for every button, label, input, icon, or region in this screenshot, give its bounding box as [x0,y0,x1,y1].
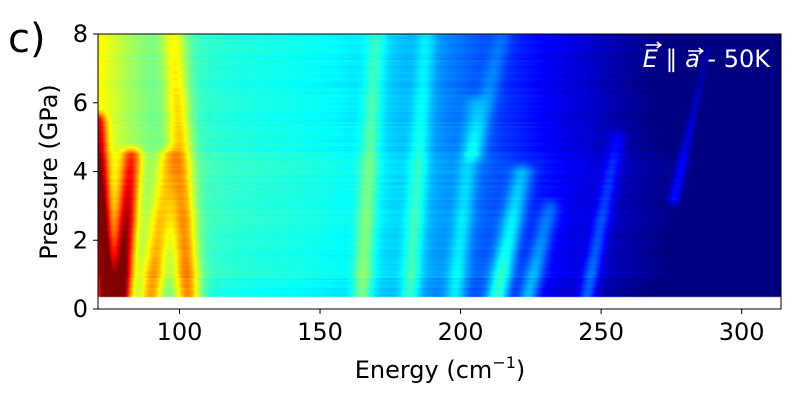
annotation-e-vector: E [643,45,659,73]
y-tick-label: 6 [73,89,88,117]
heatmap-image [98,34,781,309]
x-axis-label-superscript: −1 [492,353,516,372]
y-axis: 0 2 4 6 8 [73,20,98,323]
y-axis-label: Pressure (GPa) [35,84,63,260]
x-tick-label: 150 [297,318,343,346]
annotation-parallel: ∥ [665,45,677,73]
y-tick-label: 4 [73,158,88,186]
x-axis-label: Energy (cm−1) [355,353,526,384]
plot-area [97,33,782,310]
vector-arrow [688,47,705,55]
y-tick-label: 0 [73,295,88,323]
x-tick-label: 300 [719,318,765,346]
panel-label: c) [8,16,46,62]
x-axis: 100 150 200 250 300 [157,309,765,346]
y-tick-label: 8 [73,20,88,48]
svg-text:E ∥ a - 50K: E ∥ a - 50K [643,45,772,73]
x-axis-label-suffix: ) [516,356,525,384]
annotation-rest: - 50K [707,45,771,73]
annotation-arrows [645,41,705,55]
y-tick-label: 2 [73,226,88,254]
x-tick-label: 100 [157,318,203,346]
x-tick-label: 200 [438,318,484,346]
x-tick-label: 250 [578,318,624,346]
vector-arrow [645,41,663,49]
annotation-text: E ∥ a - 50K [643,45,772,73]
annotation-a-vector: a [685,45,700,73]
